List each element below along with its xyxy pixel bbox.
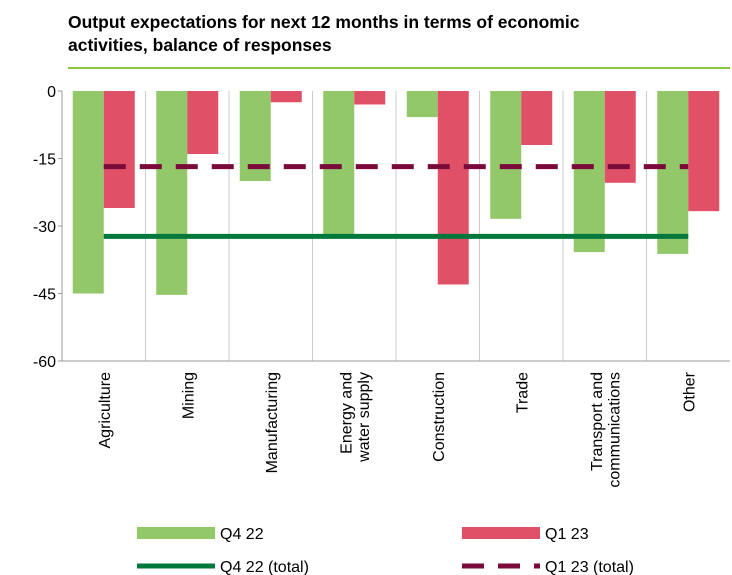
bar: [437, 91, 469, 285]
bar: [490, 91, 522, 219]
x-tick-label: Mining: [180, 372, 197, 419]
bar: [187, 91, 219, 154]
y-tick-label: -45: [33, 287, 56, 304]
bar: [270, 91, 302, 103]
y-tick-label: -15: [33, 152, 56, 169]
bar: [354, 91, 386, 105]
x-tick-label: Other: [681, 371, 698, 412]
y-tick-label: -60: [33, 354, 56, 371]
x-tick-label: Transport andcommunications: [589, 372, 624, 488]
y-tick-label: 0: [47, 84, 56, 101]
bar: [323, 91, 355, 235]
x-tick-label: Manufacturing: [264, 372, 281, 473]
bar: [688, 91, 720, 212]
x-tick-label: Trade: [514, 372, 531, 413]
y-tick-label: -30: [33, 219, 56, 236]
chart-title: activities, balance of responses: [68, 35, 332, 55]
bar: [573, 91, 605, 253]
bar: [72, 91, 104, 294]
legend-label: Q4 22: [220, 526, 264, 543]
legend-label: Q1 23 (total): [545, 559, 634, 575]
legend-label: Q4 22 (total): [220, 559, 309, 575]
legend-swatch: [137, 527, 215, 539]
bar: [103, 91, 135, 208]
bar: [156, 91, 188, 295]
legend-label: Q1 23: [545, 526, 589, 543]
x-tick-label: Agriculture: [97, 372, 114, 449]
x-tick-label: Energy andwater supply: [338, 372, 373, 463]
bar: [657, 91, 689, 254]
x-tick-label: Construction: [431, 372, 448, 462]
legend-swatch: [462, 527, 540, 539]
bar: [521, 91, 553, 145]
chart-title: Output expectations for next 12 months i…: [68, 12, 580, 32]
bar: [406, 91, 438, 118]
